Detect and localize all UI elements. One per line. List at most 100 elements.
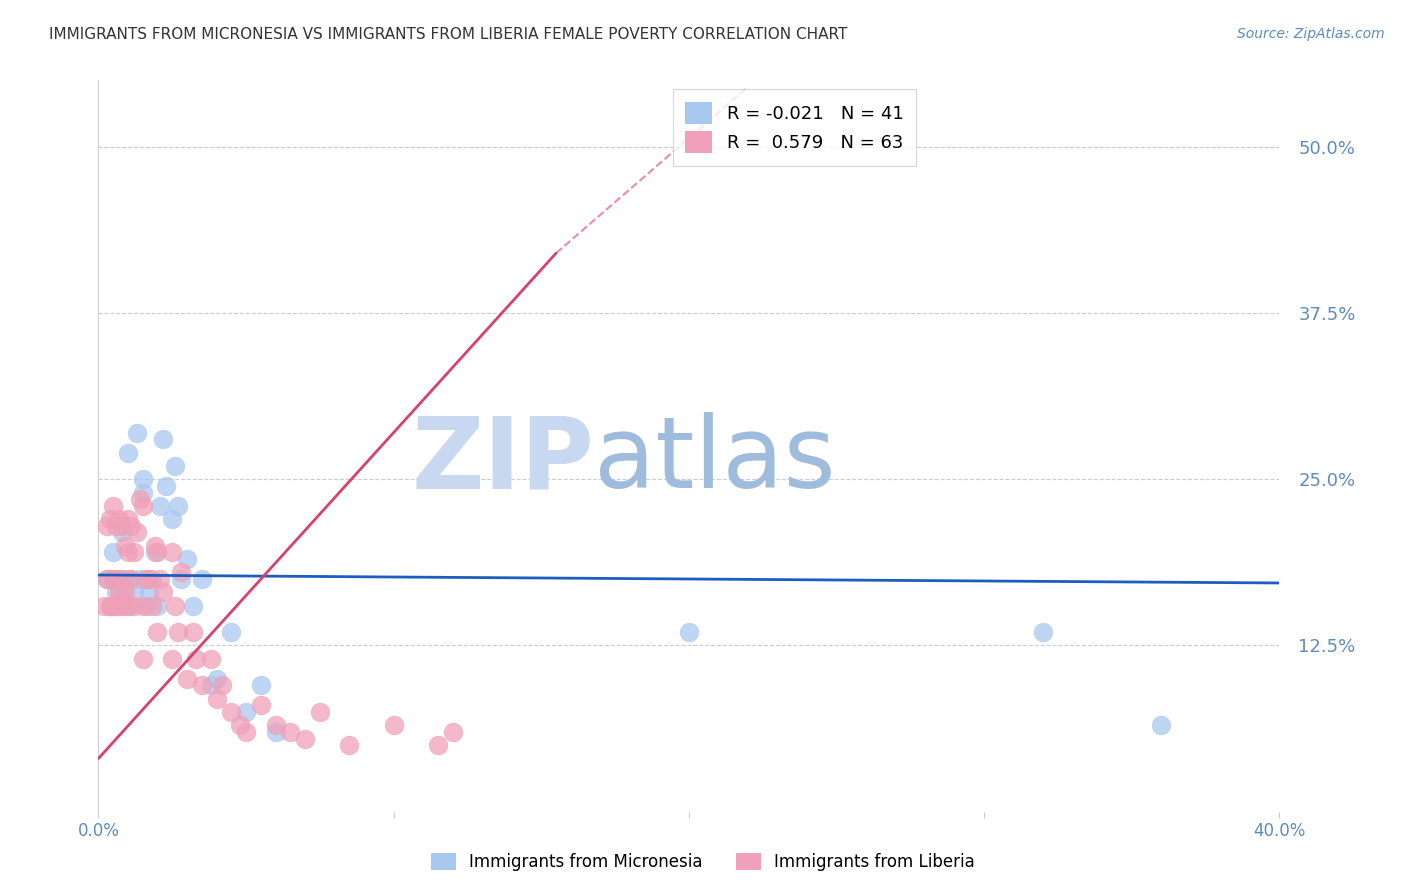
Point (111, 585, 134, 599)
Point (108, 572, 131, 586)
Point (441, 725, 464, 739)
Point (165, 599, 187, 613)
Point (98, 599, 121, 613)
Point (103, 499, 125, 513)
Point (205, 691, 228, 706)
Point (117, 599, 139, 613)
Point (176, 672, 198, 686)
Text: IMMIGRANTS FROM MICRONESIA VS IMMIGRANTS FROM LIBERIA FEMALE POVERTY CORRELATION: IMMIGRANTS FROM MICRONESIA VS IMMIGRANTS… (49, 27, 848, 42)
Point (132, 499, 155, 513)
Point (120, 572, 142, 586)
Point (191, 572, 214, 586)
Point (132, 652, 155, 666)
Point (176, 552, 198, 566)
Point (132, 485, 155, 500)
Point (108, 512, 131, 526)
Point (162, 545, 183, 559)
Point (117, 512, 139, 526)
Point (108, 599, 131, 613)
Point (93, 599, 115, 613)
Point (135, 572, 157, 586)
Point (170, 572, 193, 586)
Point (191, 678, 214, 692)
Point (211, 678, 233, 692)
Point (125, 425, 148, 440)
Point (143, 545, 166, 559)
Point (128, 492, 150, 507)
Point (98, 599, 121, 613)
Point (678, 625, 700, 640)
Point (138, 572, 160, 586)
Point (149, 499, 172, 513)
Point (96, 518, 118, 533)
Point (339, 738, 361, 752)
Point (152, 585, 174, 599)
Point (167, 499, 190, 513)
Point (427, 738, 450, 752)
Text: Source: ZipAtlas.com: Source: ZipAtlas.com (1237, 27, 1385, 41)
Point (264, 718, 287, 732)
Point (103, 599, 125, 613)
Point (111, 572, 134, 586)
Point (105, 599, 128, 613)
Point (98, 512, 121, 526)
Point (1150, 718, 1173, 732)
Point (111, 525, 134, 540)
Point (96, 572, 118, 586)
Point (141, 572, 163, 586)
Legend: R = -0.021   N = 41, R =  0.579   N = 63: R = -0.021 N = 41, R = 0.579 N = 63 (672, 89, 917, 166)
Point (105, 518, 128, 533)
Point (146, 599, 169, 613)
Point (200, 652, 222, 666)
Point (155, 479, 177, 493)
Text: atlas: atlas (595, 412, 837, 509)
Point (103, 572, 125, 586)
Point (152, 433, 174, 447)
Point (135, 599, 157, 613)
Point (165, 458, 187, 473)
Point (162, 512, 183, 526)
Point (382, 718, 405, 732)
Point (114, 585, 136, 599)
Point (128, 572, 150, 586)
Point (184, 652, 207, 666)
Point (111, 599, 134, 613)
Point (96, 572, 118, 586)
Point (105, 585, 128, 599)
Point (181, 599, 204, 613)
Point (138, 585, 160, 599)
Point (143, 539, 166, 553)
Point (264, 725, 287, 739)
Point (125, 525, 148, 540)
Point (120, 518, 142, 533)
Point (122, 545, 145, 559)
Point (1032, 625, 1054, 640)
Point (221, 705, 243, 719)
Legend: Immigrants from Micronesia, Immigrants from Liberia: Immigrants from Micronesia, Immigrants f… (423, 845, 983, 880)
Point (122, 599, 145, 613)
Point (146, 545, 169, 559)
Point (235, 725, 257, 739)
Point (132, 472, 155, 486)
Point (103, 572, 125, 586)
Point (250, 698, 273, 713)
Point (122, 585, 145, 599)
Point (132, 599, 155, 613)
Point (117, 545, 139, 559)
Text: ZIP: ZIP (412, 412, 595, 509)
Point (294, 731, 316, 746)
Point (108, 585, 131, 599)
Point (103, 545, 125, 559)
Point (117, 599, 139, 613)
Point (309, 705, 332, 719)
Point (170, 566, 193, 580)
Point (117, 445, 139, 459)
Point (205, 672, 228, 686)
Point (221, 625, 243, 640)
Point (200, 678, 222, 692)
Point (120, 572, 142, 586)
Y-axis label: Female Poverty: Female Poverty (0, 382, 8, 510)
Point (114, 539, 136, 553)
Point (235, 705, 257, 719)
Point (114, 572, 136, 586)
